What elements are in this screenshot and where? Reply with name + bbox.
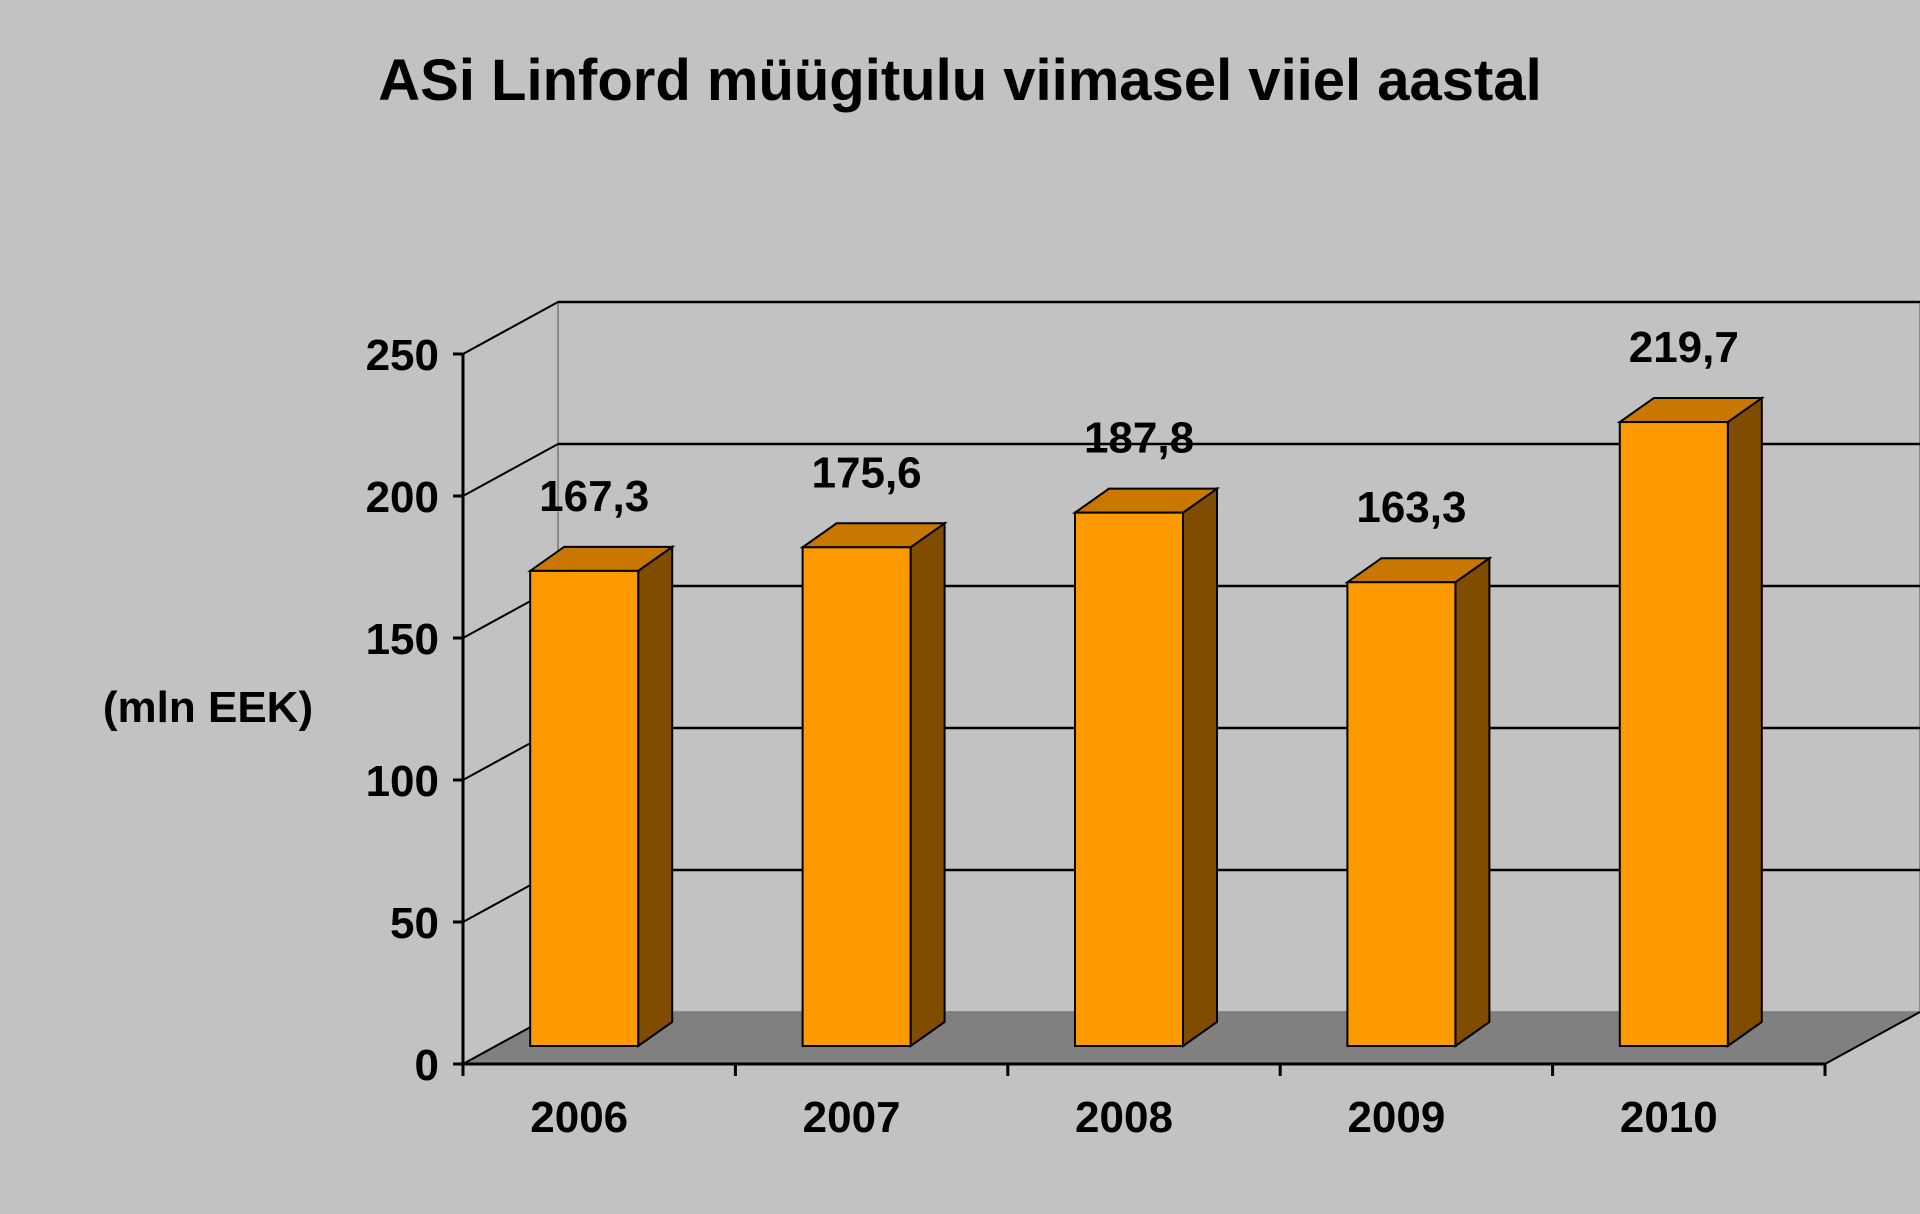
bar-2007 (799, 521, 948, 1048)
bar-side-2009 (1454, 556, 1491, 1048)
bar-2010 (1616, 396, 1765, 1048)
bar-2006 (527, 544, 676, 1048)
y-tick-label-150: 150 (366, 615, 439, 664)
value-label-2006: 167,3 (539, 472, 649, 521)
chart-title: ASi Linford müügitulu viimasel viiel aas… (378, 48, 1541, 113)
bar-front-2010 (1618, 421, 1729, 1047)
bar-front-2007 (801, 546, 912, 1048)
value-label-2009: 163,3 (1356, 483, 1466, 532)
value-label-2010: 219,7 (1629, 323, 1739, 372)
value-label-2008: 187,8 (1084, 414, 1194, 463)
bar-side-2006 (637, 544, 674, 1048)
bar-side-2010 (1726, 396, 1763, 1048)
gridline-side-200 (462, 443, 559, 497)
gridline-side-250 (462, 301, 559, 355)
y-tick-label-0: 0 (415, 1041, 439, 1090)
bar-front-2008 (1074, 511, 1184, 1047)
bar-2008 (1071, 486, 1221, 1048)
bar-side-2007 (909, 521, 946, 1048)
y-tick-label-200: 200 (366, 473, 439, 522)
y-tick-label-50: 50 (390, 899, 439, 948)
bar-side-2008 (1182, 486, 1218, 1048)
x-axis-depth-line (1824, 1011, 1920, 1065)
x-tick-label-2009: 2009 (1347, 1093, 1445, 1142)
bar-front-2009 (1346, 581, 1457, 1048)
x-tick-label-2010: 2010 (1620, 1093, 1718, 1142)
x-tick-label-2008: 2008 (1075, 1093, 1173, 1142)
axes-layer: 0 50 100 150 200 250 (366, 331, 1920, 1090)
bars-layer (527, 396, 1765, 1048)
bar-front-2006 (529, 569, 640, 1047)
value-label-2007: 175,6 (812, 448, 922, 497)
y-tick-label-100: 100 (366, 757, 439, 806)
x-tick-label-2006: 2006 (530, 1093, 628, 1142)
y-tick-label-250: 250 (366, 331, 439, 380)
y-axis-label: (mln EEK) (103, 683, 313, 732)
x-tick-label-2007: 2007 (803, 1093, 901, 1142)
labels-layer: 167,3 2006 175,6 2007 187,8 2008 163,3 2009 219,… (530, 323, 1739, 1142)
bar-2009 (1344, 556, 1493, 1048)
